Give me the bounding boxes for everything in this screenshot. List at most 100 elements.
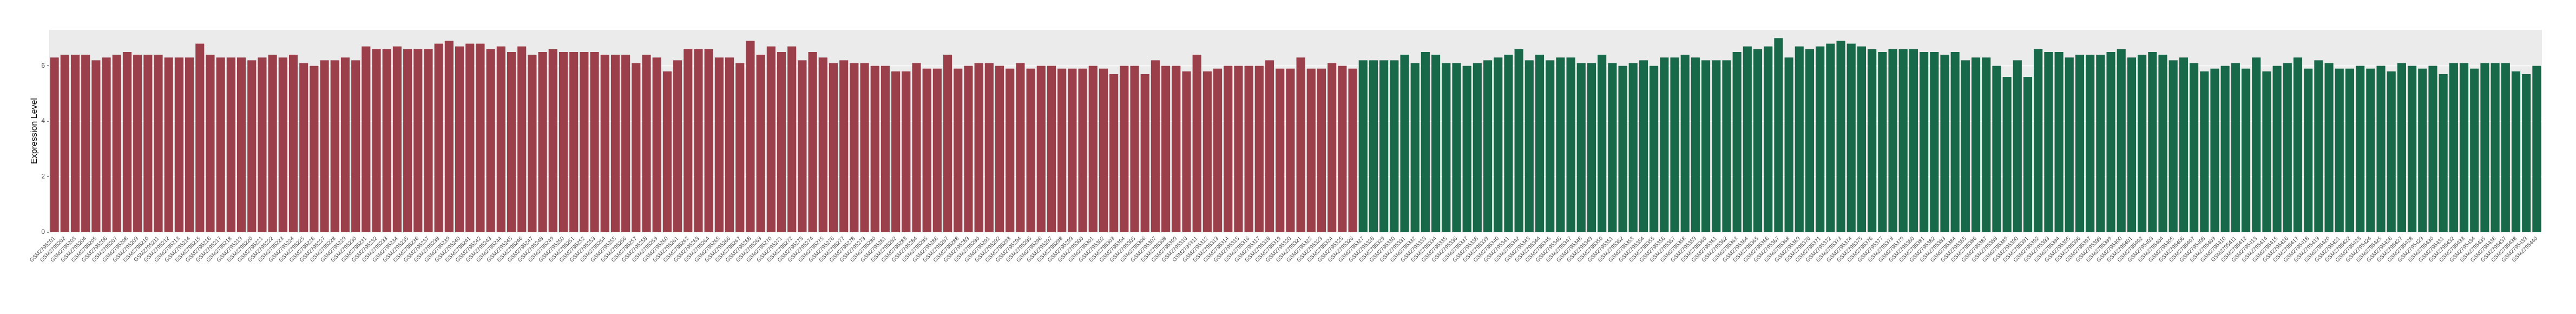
bar (1514, 49, 1523, 233)
bar (746, 41, 755, 232)
bar (2190, 63, 2199, 232)
bar (735, 63, 745, 232)
bar (2324, 63, 2334, 232)
bar (1816, 46, 1825, 233)
bar (1650, 66, 1659, 233)
bar (787, 46, 797, 233)
bar (1026, 68, 1035, 233)
bar (236, 57, 246, 232)
panel-background (49, 30, 2542, 232)
bar (2345, 68, 2355, 233)
bar (2501, 63, 2510, 232)
bar (1961, 60, 1970, 232)
bar (2522, 74, 2531, 232)
bar (288, 55, 298, 232)
bar (1691, 57, 1700, 232)
bar (1057, 68, 1067, 233)
bar (1452, 63, 1461, 232)
bar (2262, 71, 2271, 233)
bar (1442, 63, 1451, 232)
y-tick-label: 6 (41, 62, 45, 69)
bar (902, 71, 911, 233)
bar (880, 66, 890, 233)
bar (2439, 74, 2448, 232)
bar (102, 57, 111, 232)
bar (91, 60, 101, 232)
bar (1410, 63, 1420, 232)
bar (2335, 68, 2344, 233)
bar (1795, 46, 1804, 233)
bar (1462, 66, 1471, 233)
bar (2002, 77, 2012, 232)
bar (1369, 60, 1378, 232)
bar (1836, 41, 1845, 232)
bar (424, 49, 433, 233)
y-axis-label: Expression Level (30, 98, 39, 164)
bar (766, 46, 776, 233)
bar (2511, 71, 2521, 233)
bar (590, 51, 599, 232)
bar (247, 60, 257, 232)
bar (943, 55, 952, 232)
bar (548, 49, 557, 233)
bar (912, 63, 921, 232)
bar (1306, 68, 1316, 233)
bar (2428, 66, 2437, 233)
bar (1172, 66, 1181, 233)
bar (1639, 60, 1648, 232)
bar (2356, 66, 2365, 233)
bar (1524, 60, 1534, 232)
bar (122, 51, 132, 232)
bar (1805, 49, 1815, 233)
bar (2127, 57, 2136, 232)
bar (1940, 55, 1949, 232)
bar (2376, 66, 2386, 233)
bar (455, 46, 464, 233)
bar (1068, 68, 1077, 233)
bar (2086, 55, 2095, 232)
bar (1576, 63, 1586, 232)
bar (2117, 49, 2126, 233)
bar (1587, 63, 1596, 232)
bar (1036, 66, 1046, 233)
bar (2283, 63, 2292, 232)
bar (392, 46, 402, 233)
bar (652, 57, 661, 232)
y-tick-label: 2 (41, 173, 45, 180)
bar (600, 55, 609, 232)
bar (1483, 60, 1493, 232)
bar (174, 57, 183, 232)
bar (1618, 66, 1627, 233)
bar (2470, 68, 2479, 233)
bar (777, 51, 786, 232)
bar (2460, 63, 2469, 232)
bar (1680, 55, 1690, 232)
bar (1546, 60, 1555, 232)
bar (558, 51, 568, 232)
bar (1598, 55, 1607, 232)
bar (444, 41, 454, 232)
bar (798, 60, 807, 232)
bar (1140, 74, 1149, 232)
bar (1971, 57, 1981, 232)
bar (2158, 55, 2167, 232)
bar (632, 63, 641, 232)
bar (1379, 60, 1389, 232)
bar (528, 55, 537, 232)
bar (860, 63, 869, 232)
bar (1224, 66, 1233, 233)
bar (1473, 63, 1482, 232)
bar (932, 68, 942, 233)
bar (818, 57, 827, 232)
bar (2366, 68, 2375, 233)
bar (2148, 51, 2157, 232)
bar (185, 57, 194, 232)
bar (684, 49, 693, 233)
bar (1784, 57, 1793, 232)
bar (1213, 68, 1223, 233)
bar (1732, 51, 1742, 232)
bar (1982, 57, 1991, 232)
bar (2480, 63, 2489, 232)
bar (673, 60, 682, 232)
